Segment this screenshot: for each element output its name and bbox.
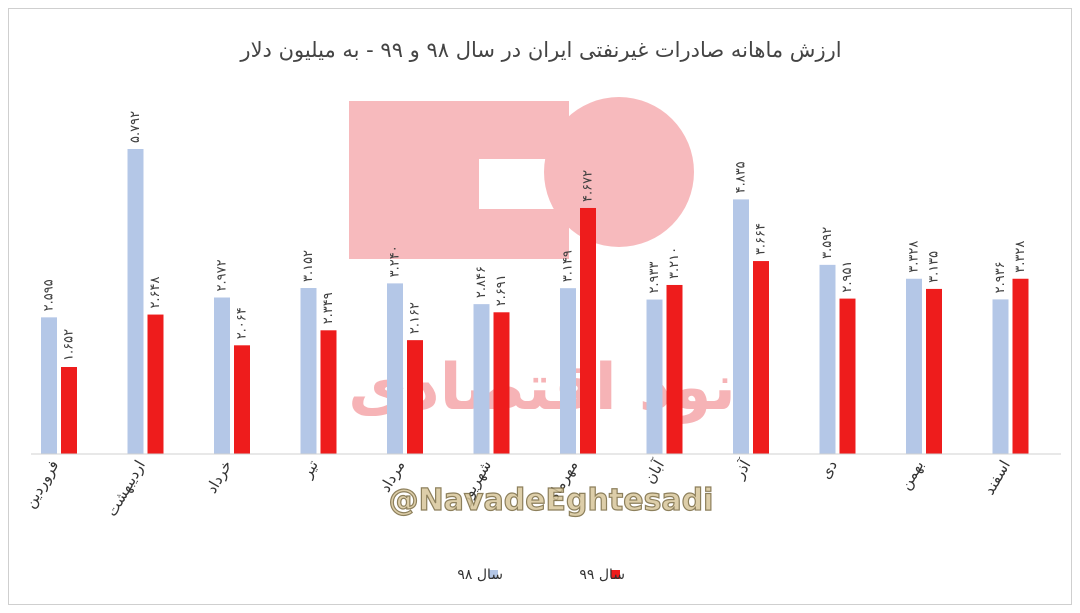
bar-98-5	[387, 283, 403, 454]
value-label-99-2: ۲.۶۴۸	[148, 276, 163, 308]
value-label-98-5: ۳.۲۴۰	[388, 245, 403, 277]
value-label-99-3: ۲.۰۶۴	[235, 307, 250, 339]
value-label-98-7: ۳.۱۴۹	[561, 250, 576, 282]
bar-98-11	[906, 278, 922, 454]
category-label-1: فروردین	[21, 457, 63, 511]
legend-swatch-99	[611, 570, 620, 579]
bar-99-8	[666, 284, 683, 454]
category-label-10: دی	[816, 457, 841, 482]
value-label-99-5: ۲.۱۶۲	[408, 302, 423, 334]
bar-98-1	[41, 317, 57, 454]
value-label-99-1: ۱.۶۵۲	[62, 329, 77, 361]
bar-98-7	[560, 288, 576, 454]
value-label-99-12: ۳.۳۲۸	[1013, 241, 1028, 273]
legend: سال ۹۸ سال ۹۹	[457, 567, 625, 583]
value-label-98-10: ۳.۵۹۲	[820, 227, 835, 259]
bar-99-3	[234, 345, 250, 454]
bar-99-6	[493, 312, 510, 454]
legend-label-98: سال ۹۸	[457, 567, 503, 583]
legend-label-99: سال ۹۹	[579, 567, 625, 583]
bar-99-7	[580, 207, 596, 454]
category-label-3: خرداد	[202, 457, 235, 496]
category-label-12: اسفند	[980, 457, 1014, 498]
category-label-11: بهمن	[896, 457, 927, 493]
value-label-99-11: ۳.۱۳۵	[927, 251, 942, 283]
value-labels-group: ۲.۵۹۵ ۱.۶۵۲ ۵.۷۹۲ ۲.۶۴۸ ۲.۹۷۲ ۲.۰۶۴ ۳.۱۵۲ ۲.۳۴۹…	[42, 111, 1029, 361]
bar-98-8	[646, 299, 663, 454]
value-label-98-3: ۲.۹۷۲	[215, 259, 230, 291]
bar-98-6	[473, 304, 490, 454]
value-label-98-2: ۵.۷۹۲	[128, 111, 143, 143]
watermark-handle: @NavadeEghtesadi	[389, 483, 714, 518]
bar-98-10	[819, 264, 836, 454]
value-label-98-11: ۳.۳۲۸	[907, 241, 922, 273]
category-label-2: اردیبهشت	[102, 457, 149, 520]
bar-99-1	[61, 367, 77, 454]
chart-frame: ارزش ماهانه صادرات غیرنفتی ایران در سال …	[8, 8, 1072, 605]
value-label-98-6: ۲.۸۴۶	[474, 266, 489, 298]
value-label-99-4: ۲.۳۴۹	[321, 292, 336, 324]
value-label-98-8: ۲.۹۳۳	[647, 261, 662, 293]
bar-99-12	[1012, 278, 1029, 454]
value-label-98-12: ۲.۹۳۶	[993, 261, 1008, 293]
value-label-99-8: ۳.۲۱۰	[667, 247, 682, 279]
bar-98-4	[300, 288, 317, 454]
value-label-99-6: ۲.۶۹۱	[494, 274, 509, 306]
bar-98-3	[214, 297, 230, 454]
chart-title: ارزش ماهانه صادرات غیرنفتی ایران در سال …	[239, 38, 841, 62]
bar-99-5	[407, 340, 423, 454]
bar-98-9	[733, 199, 749, 454]
bar-99-2	[147, 314, 164, 454]
category-label-9: آذر	[729, 456, 755, 482]
bars-group	[41, 149, 1029, 454]
legend-swatch-98	[489, 570, 498, 579]
value-label-98-9: ۴.۸۳۵	[734, 161, 749, 193]
value-label-98-4: ۳.۱۵۲	[301, 250, 316, 282]
value-label-99-10: ۲.۹۵۱	[840, 261, 855, 293]
bar-99-11	[926, 288, 942, 454]
value-label-99-7: ۴.۶۷۲	[581, 170, 596, 202]
bar-chart: ارزش ماهانه صادرات غیرنفتی ایران در سال …	[21, 38, 1061, 583]
bar-98-12	[992, 299, 1009, 454]
bar-99-9	[753, 261, 769, 454]
bar-98-2	[127, 149, 144, 454]
bar-99-10	[839, 298, 856, 454]
bar-99-4	[320, 330, 337, 454]
logo-mark	[349, 97, 694, 259]
value-label-99-9: ۳.۶۶۴	[754, 223, 769, 255]
value-label-98-1: ۲.۵۹۵	[42, 279, 57, 311]
category-label-4: تیر	[297, 457, 322, 482]
